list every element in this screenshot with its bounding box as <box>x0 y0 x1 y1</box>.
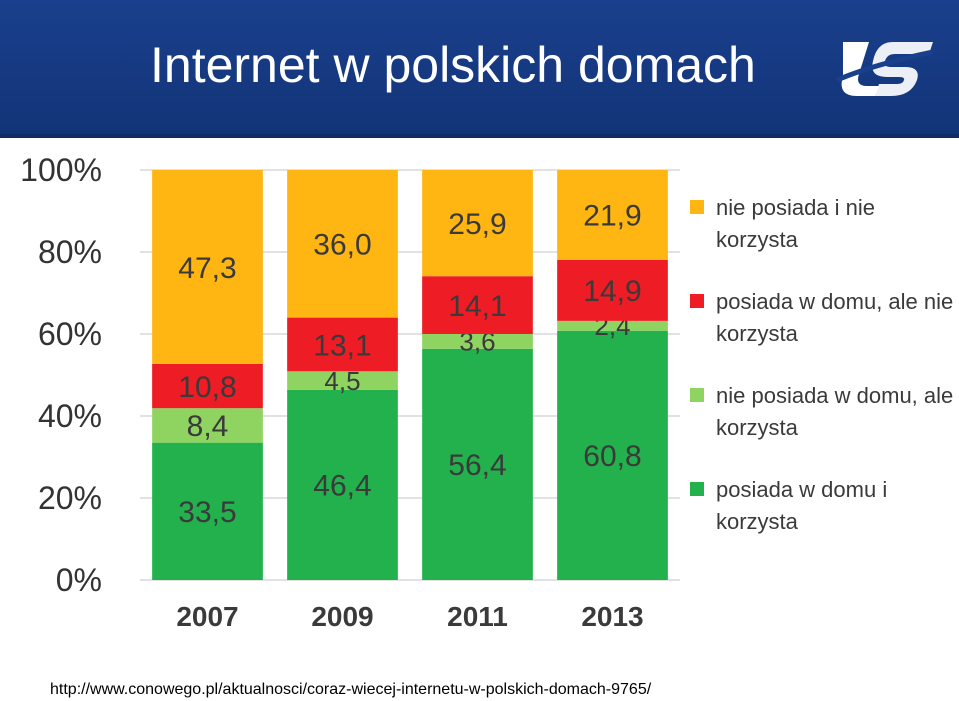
legend-item: posiada w domu i korzysta <box>690 474 955 538</box>
x-tick-label: 2011 <box>447 601 508 632</box>
legend-item: nie posiada i nie korzysta <box>690 192 955 256</box>
legend-label: nie posiada w domu, ale korzysta <box>716 383 954 440</box>
data-label: 46,4 <box>313 470 371 503</box>
data-label: 21,9 <box>583 200 641 233</box>
data-label: 33,5 <box>178 496 236 529</box>
bar-segment <box>152 363 263 409</box>
data-label: 47,3 <box>178 252 236 285</box>
legend-swatch <box>690 200 704 214</box>
data-label: 10,8 <box>178 371 236 404</box>
x-tick-label: 2009 <box>311 601 373 632</box>
bar-segment <box>422 276 533 334</box>
data-label: 56,4 <box>448 449 506 482</box>
bar-segment <box>557 259 668 321</box>
bar-segment <box>152 442 263 580</box>
y-tick-label: 0% <box>56 562 102 598</box>
data-label: 8,4 <box>187 410 229 443</box>
chart-area: 0% 20% 40% 60% 80% 100% 33,5 8,4 10,8 47,3 2007 46,… <box>10 142 959 662</box>
bar-segment <box>557 170 668 260</box>
y-tick-label: 60% <box>38 316 102 352</box>
slide-header: Internet w polskich domach <box>0 0 959 138</box>
legend-label: posiada w domu, ale nie korzysta <box>716 289 954 346</box>
bar-segment <box>422 334 533 349</box>
y-tick-label: 40% <box>38 398 102 434</box>
legend-swatch <box>690 482 704 496</box>
source-link[interactable]: http://www.conowego.pl/aktualnosci/coraz… <box>50 681 652 698</box>
legend-item: posiada w domu, ale nie korzysta <box>690 286 955 350</box>
slide-title: Internet w polskich domach <box>150 37 756 93</box>
x-tick-label: 2013 <box>581 601 643 632</box>
data-label: 13,1 <box>313 329 371 362</box>
data-label: 14,9 <box>583 275 641 308</box>
y-tick-label: 20% <box>38 480 102 516</box>
legend-swatch <box>690 294 704 308</box>
bar-segment <box>287 389 398 580</box>
bar-segment <box>557 330 668 580</box>
bar-segment <box>287 371 398 390</box>
stacked-bar-chart: 0% 20% 40% 60% 80% 100% 33,5 8,4 10,8 47,3 2007 46,… <box>20 152 680 632</box>
y-tick-label: 100% <box>20 152 102 188</box>
chart-legend: nie posiada i nie korzysta posiada w dom… <box>690 192 955 568</box>
x-tick-label: 2007 <box>176 601 238 632</box>
bar-segment <box>287 317 398 372</box>
bar-segment <box>152 170 263 364</box>
data-label: 36,0 <box>313 229 371 262</box>
legend-swatch <box>690 388 704 402</box>
bar-segment <box>152 408 263 443</box>
legend-label: nie posiada i nie korzysta <box>716 195 876 252</box>
bar-segment <box>422 170 533 277</box>
bar-segment <box>287 170 398 318</box>
legend-label: posiada w domu i korzysta <box>716 477 888 534</box>
data-label: 14,1 <box>448 290 506 323</box>
legend-item: nie posiada w domu, ale korzysta <box>690 380 955 444</box>
university-logo-icon <box>836 42 934 96</box>
bar-segment <box>422 348 533 580</box>
y-tick-label: 80% <box>38 234 102 270</box>
data-label: 25,9 <box>448 208 506 241</box>
data-label: 60,8 <box>583 440 641 473</box>
bar-segment <box>557 320 668 331</box>
